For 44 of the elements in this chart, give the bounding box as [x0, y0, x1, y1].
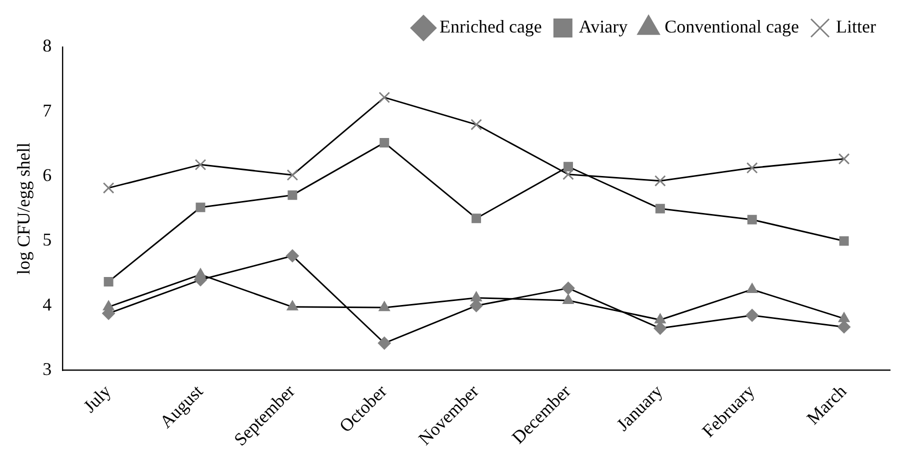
point [838, 153, 850, 165]
point [194, 158, 206, 170]
point [378, 336, 391, 350]
x-tick-label: July [79, 380, 115, 416]
y-tick-label: 4 [42, 294, 52, 314]
point [470, 291, 482, 302]
point [839, 236, 849, 246]
point [380, 138, 390, 148]
y-axis-title: log CFU/egg shell [14, 142, 34, 275]
point [470, 299, 483, 312]
legend-label: Aviary [578, 16, 628, 37]
y-tick-label: 6 [42, 165, 52, 186]
y-tick-label: 5 [42, 230, 52, 250]
point [655, 204, 665, 214]
point [102, 182, 114, 194]
point [747, 214, 757, 224]
point [472, 214, 482, 224]
point [286, 249, 299, 262]
y-tick-label: 8 [42, 36, 52, 56]
point [746, 162, 758, 174]
y-tick-label: 3 [42, 359, 52, 380]
point [288, 190, 298, 200]
legend-label: Conventional cage [664, 16, 800, 37]
point [563, 162, 573, 172]
point [286, 300, 298, 310]
point [196, 202, 206, 212]
point [470, 118, 482, 130]
point [562, 282, 575, 295]
legend-label: Enriched cage [439, 16, 542, 37]
point [746, 308, 759, 322]
point [838, 320, 851, 334]
point [378, 92, 390, 104]
point [746, 282, 758, 293]
point [562, 168, 574, 180]
legend-label: Litter [836, 16, 876, 37]
point [838, 312, 850, 322]
y-tick-label: 7 [42, 100, 52, 120]
point [562, 294, 574, 304]
point [104, 276, 114, 286]
point [654, 175, 666, 187]
point [654, 322, 667, 335]
point [378, 301, 390, 312]
point [654, 313, 666, 324]
point [286, 169, 298, 181]
